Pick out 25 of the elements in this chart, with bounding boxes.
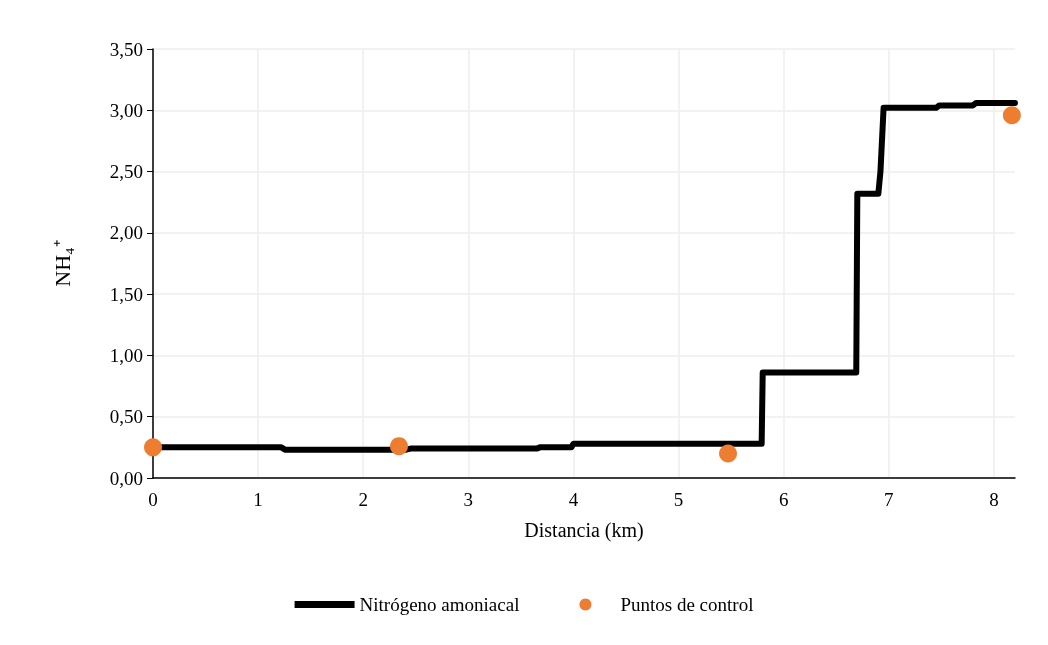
x-tick-label: 1 xyxy=(253,489,263,510)
y-tick-label: 3,00 xyxy=(109,99,143,121)
y-tick-label: 0,50 xyxy=(109,406,143,428)
x-tick-label: 0 xyxy=(148,489,158,510)
legend-label: Nitrógeno amoniacal xyxy=(359,594,520,615)
y-tick-label: 1,00 xyxy=(109,344,143,366)
y-tick-label: 3,50 xyxy=(109,38,143,60)
point xyxy=(1002,106,1021,125)
x-tick-label: 7 xyxy=(884,489,894,510)
point xyxy=(390,437,408,456)
x-tick-label: 5 xyxy=(673,489,684,510)
y-tick-label: 2,00 xyxy=(109,222,143,244)
x-tick-label: 2 xyxy=(358,489,368,510)
y-axis-title: NH₄⁺ xyxy=(49,240,75,287)
x-tick-label: 6 xyxy=(778,489,789,510)
point xyxy=(144,438,162,457)
x-tick-label: 8 xyxy=(989,489,999,510)
y-tick-label: 0,00 xyxy=(109,467,143,489)
point xyxy=(719,444,738,463)
x-axis-title: Distancia (km) xyxy=(524,519,644,542)
y-tick-label: 1,50 xyxy=(109,283,143,305)
x-tick-label: 3 xyxy=(463,489,474,510)
y-tick-label: 2,50 xyxy=(109,161,143,183)
x-tick-label: 4 xyxy=(568,489,579,510)
legend-label: Puntos de control xyxy=(620,594,754,615)
